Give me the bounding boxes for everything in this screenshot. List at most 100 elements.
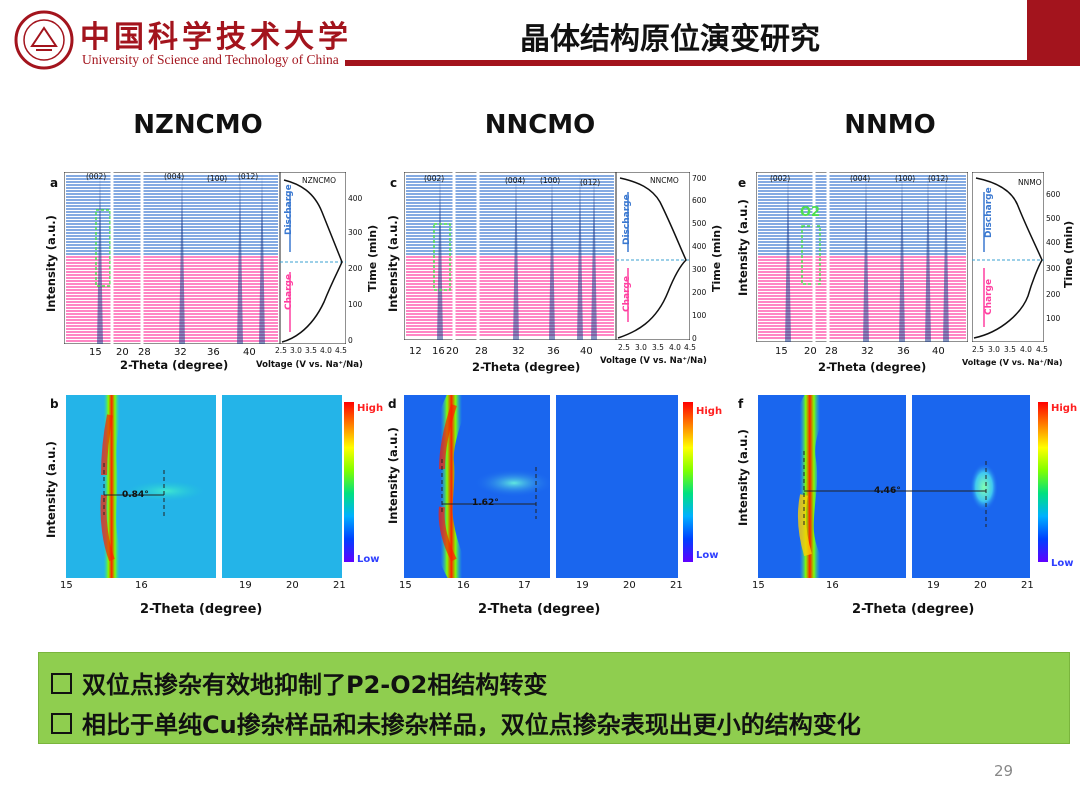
panel-letter-f: f bbox=[738, 397, 744, 411]
xtick: 40 bbox=[580, 346, 593, 357]
shift-label: 4.46° bbox=[874, 486, 901, 496]
checkbox-bullet-icon bbox=[51, 713, 72, 734]
volt-tick: 3.0 bbox=[635, 343, 647, 352]
two-theta-axis-label: 2-Theta (degree) bbox=[478, 602, 601, 617]
header-accent-block bbox=[1027, 0, 1080, 60]
xtick: 15 bbox=[60, 580, 73, 591]
conclusion-item: 双位点掺杂有效地抑制了P2-O2相结构转变 bbox=[51, 665, 547, 700]
colorbar-high-label: High bbox=[1051, 403, 1078, 414]
volt-tick: 4.5 bbox=[1036, 345, 1048, 354]
intensity-axis-label: Intensity (a.u.) bbox=[736, 429, 750, 526]
xtick: 20 bbox=[804, 346, 817, 357]
volt-tick: 2.5 bbox=[618, 343, 630, 352]
two-theta-axis-label: 2-Theta (degree) bbox=[818, 360, 927, 374]
xtick: 36 bbox=[897, 346, 910, 357]
time-tick: 500 bbox=[692, 219, 707, 228]
peak-label: (012) bbox=[928, 174, 949, 183]
time-tick: 100 bbox=[692, 311, 707, 320]
volt-tick: 3.5 bbox=[1004, 345, 1016, 354]
legend-label: NZNCMO bbox=[302, 176, 336, 185]
xtick: 20 bbox=[116, 347, 129, 358]
time-tick: 600 bbox=[692, 196, 707, 205]
panel-letter-c: c bbox=[390, 176, 398, 190]
xtick: 15 bbox=[775, 346, 788, 357]
voltage-axis-label: Voltage (V vs. Na⁺/Na) bbox=[962, 358, 1063, 367]
two-theta-axis-label: 2-Theta (degree) bbox=[120, 358, 229, 372]
xtick: 19 bbox=[239, 580, 252, 591]
two-theta-axis-label: 2-Theta (degree) bbox=[140, 602, 263, 617]
peak-label: (004) bbox=[164, 172, 185, 181]
xtick: 12 bbox=[409, 346, 422, 357]
peak-label: (002) bbox=[424, 174, 445, 183]
peak-label: (012) bbox=[580, 178, 601, 187]
time-tick: 700 bbox=[692, 174, 707, 183]
slide-title: 晶体结构原位演变研究 bbox=[520, 22, 820, 57]
colorbar-low-label: Low bbox=[1051, 558, 1074, 569]
xtick: 28 bbox=[475, 346, 488, 357]
xtick: 15 bbox=[89, 347, 102, 358]
colorbar bbox=[344, 402, 354, 562]
header-divider bbox=[345, 60, 1080, 66]
voltage-time-plot-a bbox=[280, 172, 346, 344]
colorbar-high-label: High bbox=[357, 403, 384, 414]
waterfall-xrd-plot-a bbox=[64, 172, 280, 344]
heatmap-d bbox=[404, 395, 678, 578]
xtick: 19 bbox=[927, 580, 940, 591]
intensity-axis-label: Intensity (a.u.) bbox=[44, 441, 58, 538]
time-tick: 200 bbox=[348, 264, 363, 273]
peak-label: (004) bbox=[505, 176, 526, 185]
time-tick: 400 bbox=[348, 194, 363, 203]
waterfall-xrd-plot-e bbox=[756, 172, 968, 342]
time-axis-label: Time (min) bbox=[366, 224, 379, 292]
xtick: 16 bbox=[457, 580, 470, 591]
panel-letter-a: a bbox=[50, 176, 59, 190]
xtick: 21 bbox=[333, 580, 346, 591]
conclusion-text: 相比于单纯Cu掺杂样品和未掺杂样品，双位点掺杂表现出更小的结构变化 bbox=[82, 711, 861, 739]
panel-letter-d: d bbox=[388, 397, 397, 411]
xtick: 36 bbox=[547, 346, 560, 357]
o2-phase-label: O2 bbox=[800, 205, 821, 220]
two-theta-axis-label: 2-Theta (degree) bbox=[852, 602, 975, 617]
xtick: 32 bbox=[174, 347, 187, 358]
charge-label: Charge bbox=[984, 278, 994, 315]
column-title-nzncmo: NZNCMO bbox=[133, 110, 263, 140]
xtick: 20 bbox=[286, 580, 299, 591]
intensity-axis-label: Intensity (a.u.) bbox=[736, 199, 750, 296]
peak-label: (100) bbox=[207, 174, 228, 183]
time-axis-label: Time (min) bbox=[1062, 220, 1075, 288]
time-tick: 500 bbox=[1046, 214, 1061, 223]
intensity-axis-label: Intensity (a.u.) bbox=[44, 215, 58, 312]
time-tick: 600 bbox=[1046, 190, 1061, 199]
xtick: 16 bbox=[826, 580, 839, 591]
charge-label: Charge bbox=[622, 275, 632, 312]
university-name-cn: 中国科学技术大学 bbox=[80, 20, 352, 55]
xtick: 32 bbox=[861, 346, 874, 357]
xtick: 20 bbox=[974, 580, 987, 591]
volt-tick: 4.0 bbox=[320, 346, 332, 355]
volt-tick: 2.5 bbox=[972, 345, 984, 354]
conclusion-item: 相比于单纯Cu掺杂样品和未掺杂样品，双位点掺杂表现出更小的结构变化 bbox=[51, 705, 861, 740]
time-tick: 400 bbox=[1046, 238, 1061, 247]
xtick: 16 bbox=[432, 346, 445, 357]
xtick: 40 bbox=[243, 347, 256, 358]
peak-label: (002) bbox=[86, 172, 107, 181]
column-title-nnmo: NNMO bbox=[844, 110, 936, 140]
volt-tick: 4.5 bbox=[684, 343, 696, 352]
intensity-axis-label: Intensity (a.u.) bbox=[386, 427, 400, 524]
xtick: 17 bbox=[518, 580, 531, 591]
university-seal-logo bbox=[14, 10, 74, 70]
xtick: 28 bbox=[825, 346, 838, 357]
colorbar bbox=[683, 402, 693, 562]
volt-tick: 3.0 bbox=[988, 345, 1000, 354]
xtick: 21 bbox=[670, 580, 683, 591]
conclusion-text: 双位点掺杂有效地抑制了P2-O2相结构转变 bbox=[82, 671, 548, 699]
page-number: 29 bbox=[994, 762, 1014, 780]
time-axis-label: Time (min) bbox=[710, 224, 723, 292]
heatmap-f bbox=[758, 395, 1030, 578]
discharge-label: Discharge bbox=[984, 187, 994, 238]
peak-label: (004) bbox=[850, 174, 871, 183]
shift-label: 1.62° bbox=[472, 498, 499, 508]
intensity-axis-label: Intensity (a.u.) bbox=[386, 215, 400, 312]
colorbar-low-label: Low bbox=[357, 554, 380, 565]
voltage-axis-label: Voltage (V vs. Na⁺/Na) bbox=[600, 356, 707, 366]
